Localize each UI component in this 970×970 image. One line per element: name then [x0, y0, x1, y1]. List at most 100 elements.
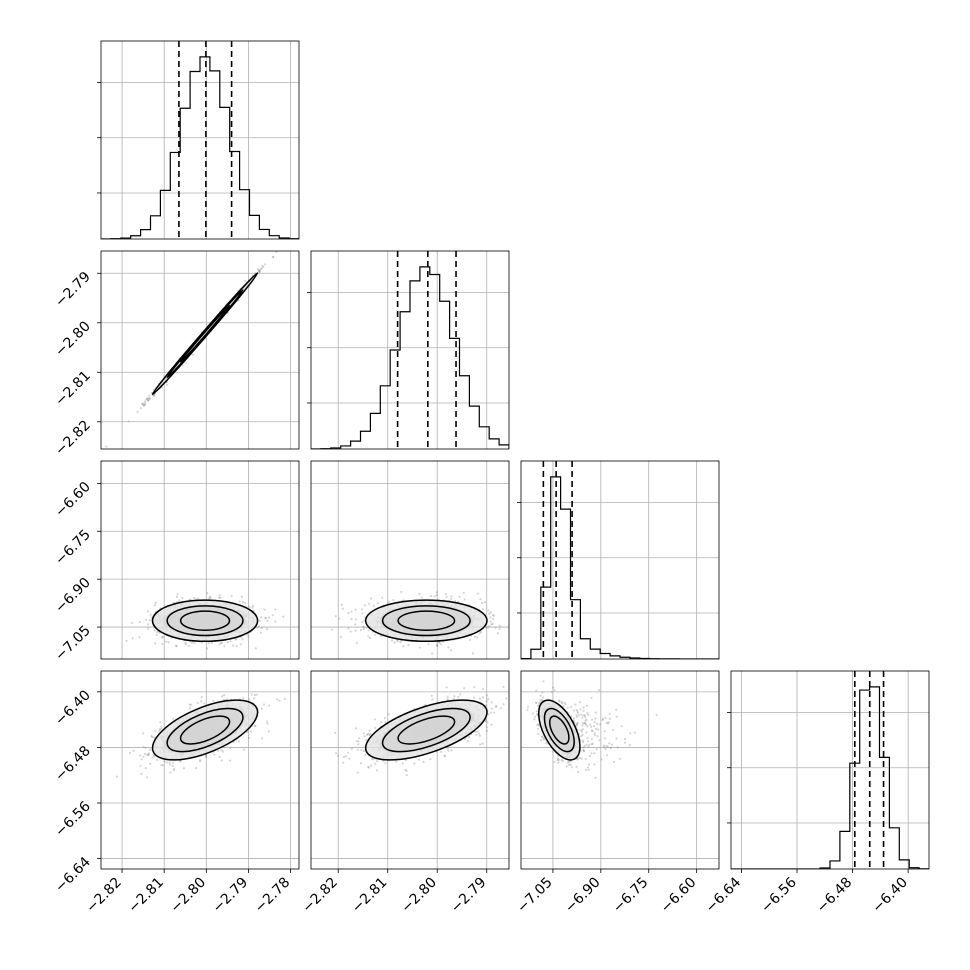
sample-point: [488, 625, 491, 628]
sample-point: [160, 764, 163, 767]
panel-frame: [100, 250, 300, 450]
sample-point: [440, 643, 443, 646]
sample-point: [156, 630, 159, 634]
panel-content: [105, 246, 279, 448]
sample-point: [143, 400, 146, 403]
sample-point: [370, 764, 373, 767]
sample-point: [367, 765, 370, 769]
sample-point: [258, 269, 261, 272]
sample-point: [362, 627, 365, 631]
sample-point: [152, 394, 156, 397]
sample-point: [265, 617, 268, 620]
sample-point: [132, 749, 135, 752]
sample-point: [413, 762, 416, 765]
sample-point: [492, 614, 496, 617]
sample-point: [220, 641, 223, 644]
sample-point: [277, 246, 279, 248]
sample-point: [250, 693, 253, 696]
sample-point: [148, 752, 151, 755]
sample-point: [479, 743, 482, 746]
sample-point: [260, 626, 263, 630]
sample-point: [347, 612, 350, 615]
sample-point: [485, 700, 488, 703]
sample-point: [254, 647, 257, 650]
sample-point: [220, 749, 223, 752]
sample-point: [435, 591, 438, 594]
sample-point: [143, 752, 146, 756]
sample-point: [263, 608, 266, 611]
sample-point: [271, 255, 274, 258]
sample-point: [489, 620, 492, 623]
sample-point: [373, 718, 377, 721]
panel-content: [311, 251, 509, 449]
sample-point: [251, 604, 255, 608]
sample-point: [431, 652, 434, 655]
sample-point: [237, 740, 241, 743]
sample-point: [167, 641, 170, 644]
sample-point: [142, 403, 145, 406]
sample-point: [481, 608, 484, 611]
sample-point: [145, 776, 148, 779]
sample-point: [146, 610, 149, 613]
sample-point: [221, 750, 224, 753]
sample-point: [261, 737, 264, 740]
sample-point: [438, 641, 441, 644]
sample-point: [165, 640, 168, 643]
sample-point: [244, 279, 247, 283]
sample-point: [457, 695, 460, 699]
sample-point: [256, 268, 259, 271]
sample-point: [262, 703, 266, 706]
sample-point: [483, 601, 487, 604]
sample-point: [226, 641, 229, 644]
y-tick-label: −6.90: [52, 575, 94, 617]
sample-point: [138, 636, 141, 639]
sample-point: [369, 732, 372, 736]
panel-frame: [100, 40, 300, 240]
sample-point: [188, 703, 191, 706]
sample-point: [128, 751, 131, 755]
sample-point: [374, 633, 377, 636]
sample-point: [147, 627, 150, 630]
sample-point: [498, 627, 501, 630]
sample-point: [176, 593, 179, 596]
sample-point: [370, 597, 373, 600]
sample-point: [220, 642, 223, 645]
sample-point: [261, 264, 264, 268]
histogram-step: [311, 266, 509, 449]
sample-point: [200, 696, 203, 699]
sample-point: [436, 644, 439, 647]
panel-frame: [100, 670, 300, 870]
sample-point: [139, 754, 142, 757]
sample-point: [144, 401, 147, 404]
sample-point: [350, 747, 353, 750]
sample-point: [175, 645, 178, 648]
sample-point: [263, 263, 267, 266]
sample-point: [161, 643, 164, 646]
panel-frame: [310, 460, 510, 660]
sample-point: [154, 601, 157, 605]
sample-point: [147, 753, 150, 757]
sample-point: [478, 632, 481, 635]
panel-content: [125, 592, 285, 650]
sample-point: [350, 618, 353, 621]
sample-point: [153, 629, 156, 632]
panel-content: [115, 693, 286, 779]
sample-point: [422, 760, 425, 764]
sample-point: [354, 727, 358, 730]
sample-point: [334, 615, 337, 618]
contour-line-1: [166, 707, 244, 753]
panel-content: [331, 590, 501, 655]
sample-point: [226, 698, 229, 701]
panel-content: [334, 685, 509, 777]
sample-point: [210, 641, 213, 645]
sample-point: [234, 638, 237, 641]
sample-point: [476, 636, 479, 639]
sample-point: [148, 397, 151, 400]
sample-point: [259, 631, 263, 635]
sample-point: [342, 761, 345, 764]
sample-point: [485, 694, 488, 697]
sample-point: [278, 699, 281, 702]
sample-point: [355, 641, 358, 645]
sample-point: [221, 695, 224, 698]
